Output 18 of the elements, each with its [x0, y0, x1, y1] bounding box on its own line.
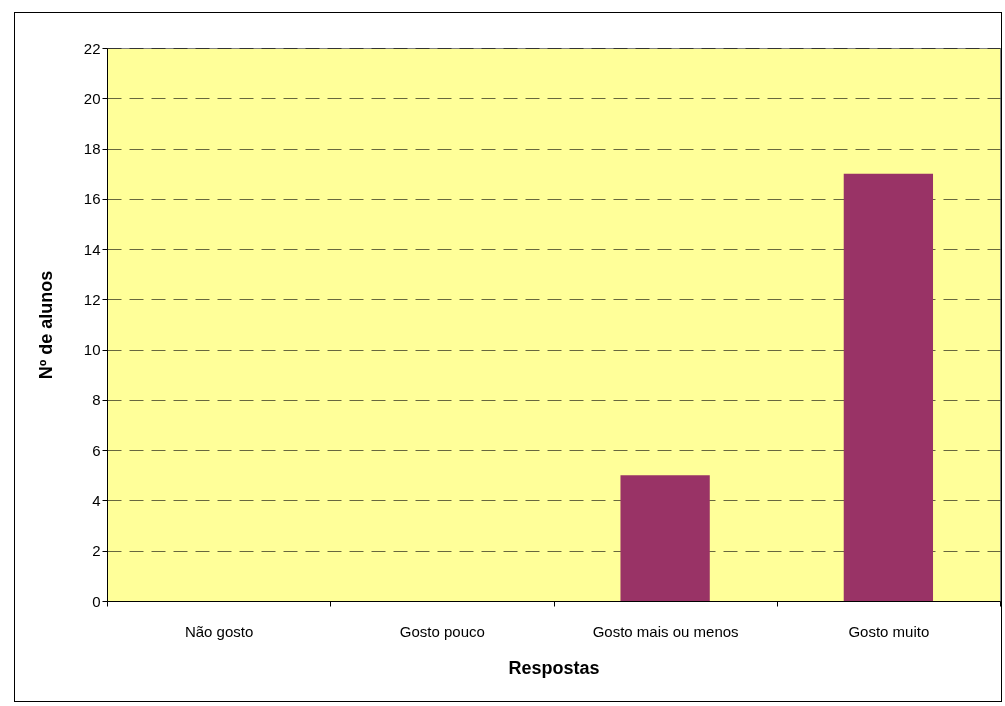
y-tick-label: 6 — [92, 441, 101, 459]
x-tick-label: Não gosto — [184, 622, 254, 640]
x-tick-label: Gosto mais ou menos — [592, 622, 739, 640]
y-tick-label: 2 — [92, 542, 101, 560]
y-tick-label: 4 — [92, 491, 101, 509]
y-tick-label: 10 — [83, 341, 101, 359]
x-axis-title: Respostas — [508, 657, 600, 678]
y-axis-title: Nº de alunos — [35, 270, 56, 380]
x-tick-label: Gosto pouco — [399, 622, 485, 640]
y-tick-label: 0 — [92, 592, 101, 610]
y-tick-label: 20 — [83, 89, 101, 107]
y-tick-label: 8 — [92, 391, 101, 409]
y-tick-label: 16 — [83, 190, 101, 208]
y-tick-label: 12 — [83, 290, 101, 308]
y-tick-label: 14 — [83, 240, 101, 258]
x-tick-label: Gosto muito — [848, 622, 930, 640]
y-tick-label: 22 — [83, 39, 101, 57]
y-tick-label: 18 — [83, 140, 101, 158]
